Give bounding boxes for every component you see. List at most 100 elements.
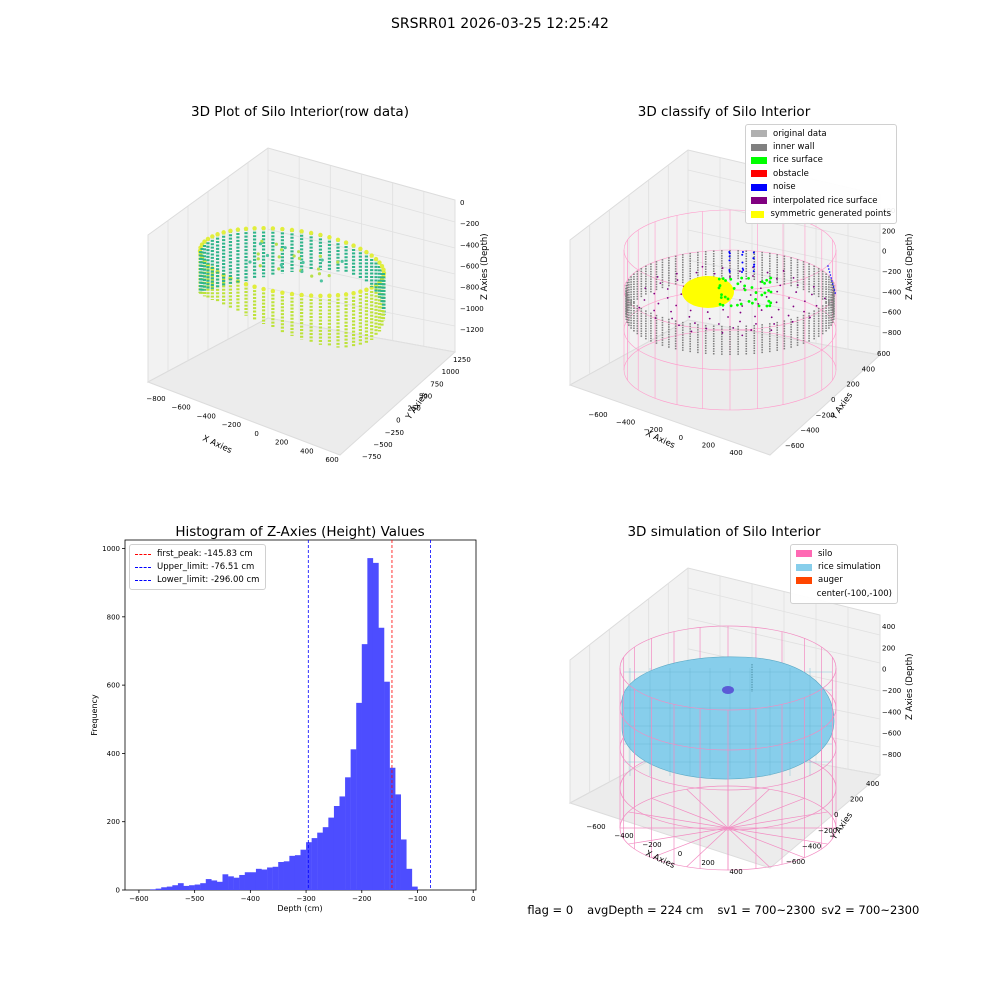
interpolated-point <box>811 293 813 296</box>
histogram-bar <box>294 855 301 890</box>
legend-label: obstacle <box>773 168 809 179</box>
panel2-legend-item: inner wall <box>751 140 891 153</box>
panel2-z-tick: 0 <box>882 248 886 256</box>
noise-point <box>728 255 731 258</box>
noise-point <box>752 270 755 273</box>
histogram-legend-item: first_peak: -145.83 cm <box>135 547 260 560</box>
histogram-bar <box>367 558 374 890</box>
panel1-z-tick: −1000 <box>460 305 484 313</box>
noise-point <box>828 271 831 273</box>
raw-point <box>252 226 257 231</box>
panel4-z-tick: −200 <box>882 687 901 695</box>
raw-point <box>205 236 211 242</box>
avg-depth-value: avgDepth = 224 cm <box>587 903 704 917</box>
interpolated-point <box>678 324 680 327</box>
histogram-bar <box>378 627 385 890</box>
panel2-z-tick: −200 <box>882 268 901 276</box>
histogram-bar <box>272 866 279 890</box>
panel1-x-tick: 0 <box>254 430 258 438</box>
raw-point <box>279 263 283 267</box>
panel2-y-tick: 400 <box>862 365 875 373</box>
panel2-legend-item: original data <box>751 127 891 140</box>
histogram-bar <box>384 681 390 890</box>
raw-point <box>373 256 379 262</box>
panel4-z-label: Z Axies (Depth) <box>905 653 915 720</box>
rice-surface-point <box>750 301 754 305</box>
raw-point <box>377 260 382 265</box>
interpolated-point <box>717 323 720 325</box>
rice-surface-point <box>729 277 733 281</box>
panel2-z-tick: −800 <box>882 329 901 337</box>
rice-surface-point <box>721 277 725 280</box>
rice-surface-point <box>763 291 767 295</box>
legend-swatch <box>751 156 767 164</box>
interpolated-point <box>654 317 657 319</box>
interpolated-point <box>729 275 731 278</box>
histogram-y-tick: 0 <box>116 887 120 895</box>
histogram-bar <box>283 861 290 890</box>
interpolated-point <box>815 304 818 307</box>
raw-point <box>381 267 386 272</box>
legend-label: Lower_limit: -296.00 cm <box>157 575 260 586</box>
interpolated-point <box>708 317 711 320</box>
histogram-bar <box>216 881 223 890</box>
interpolated-point <box>732 327 735 329</box>
raw-point <box>364 287 369 292</box>
rice-surface-point <box>720 293 723 297</box>
histogram-bar <box>205 879 212 890</box>
raw-point <box>277 267 281 271</box>
panel4-x-tick: 0 <box>678 850 682 858</box>
panel2-y-tick: 600 <box>877 350 890 358</box>
raw-point <box>277 255 281 259</box>
interpolated-point <box>792 305 795 308</box>
panel4-z-tick: −600 <box>882 730 901 738</box>
panel2-x-tick: 0 <box>679 434 683 442</box>
histogram-y-tick: 600 <box>107 682 120 690</box>
panel1-3d-axes: X Axies Y Axies Z Axies (Depth) −800−600… <box>146 147 490 464</box>
rice-surface-point <box>717 286 721 290</box>
histogram-axes: −600 −500 −400 −300 −200 −100 0 0 200 400 600 800 1… <box>90 539 477 913</box>
panel2-y-tick: −200 <box>816 411 835 419</box>
silo-bottom-spoke <box>727 811 828 829</box>
interpolated-point <box>773 323 776 325</box>
raw-point <box>308 293 314 298</box>
rice-surface-point <box>747 276 750 280</box>
histogram-bar <box>389 767 396 890</box>
rice-surface-point <box>723 295 727 299</box>
histogram-y-tick: 200 <box>107 818 120 826</box>
histogram-bar <box>267 867 273 890</box>
interpolated-point <box>671 317 673 320</box>
silo-bottom-spoke <box>628 811 729 829</box>
raw-point <box>327 274 331 278</box>
center-marker <box>722 686 734 694</box>
panel4-x-tick: 400 <box>729 868 742 876</box>
legend-label: rice simulation <box>818 562 881 573</box>
histogram-bar <box>183 885 190 890</box>
raw-point <box>335 293 341 298</box>
rice-surface-point <box>757 304 761 308</box>
legend-swatch <box>796 576 812 584</box>
panel2-legend-item: noise <box>751 181 891 194</box>
interpolated-point <box>759 287 762 290</box>
panel1-y-tick: −250 <box>385 429 404 437</box>
raw-point <box>258 264 262 268</box>
interpolated-point <box>643 299 646 301</box>
interpolated-point <box>727 316 729 318</box>
interpolated-point <box>670 310 672 313</box>
legend-label: interpolated rice surface <box>773 195 878 206</box>
raw-point <box>308 230 314 236</box>
silo-bottom-spoke <box>727 797 805 829</box>
panel1-z-tick: −800 <box>460 284 479 292</box>
interpolated-point <box>689 309 692 312</box>
noise-point <box>728 251 731 254</box>
interpolated-point <box>741 334 744 337</box>
rice-surface-point <box>768 280 772 284</box>
legend-label: symmetric generated points <box>770 209 891 220</box>
interpolated-point <box>766 271 769 274</box>
panel1-y-tick: 250 <box>408 405 421 413</box>
histogram-bar <box>244 872 251 890</box>
interpolated-point <box>803 300 806 303</box>
raw-point <box>319 279 323 283</box>
histogram-x-tick: −300 <box>296 895 315 903</box>
